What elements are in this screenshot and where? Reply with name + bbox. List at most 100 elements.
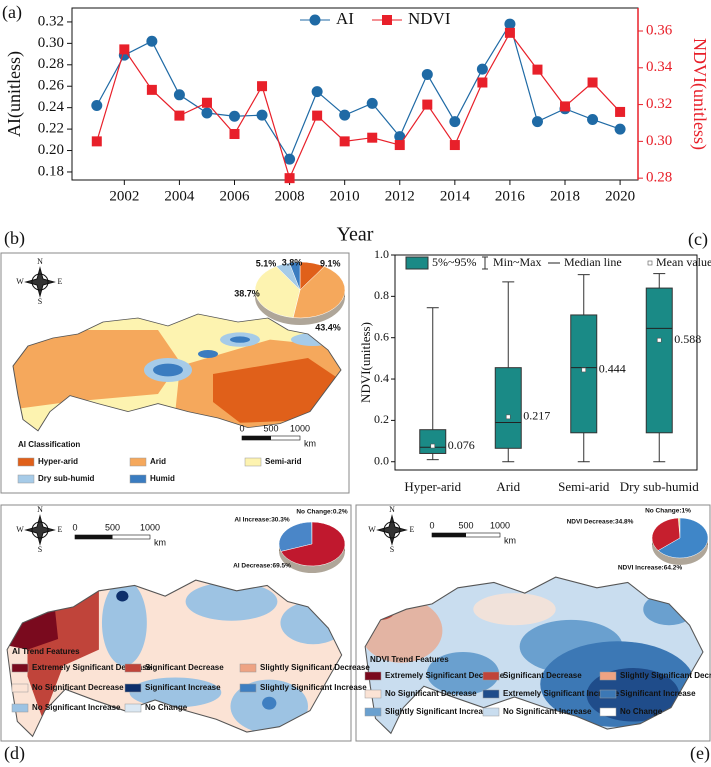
slice-label: No Change:1% bbox=[645, 508, 691, 515]
y-tick-label: 0.6 bbox=[374, 329, 389, 343]
box bbox=[645, 287, 673, 434]
panel-label: (b) bbox=[4, 228, 25, 249]
y2-tick-label: 0.32 bbox=[646, 96, 672, 112]
scale-unit: km bbox=[504, 535, 516, 545]
legend-swatch bbox=[405, 256, 429, 270]
legend-label: No Significant Increase bbox=[503, 707, 592, 716]
marker bbox=[476, 63, 488, 75]
marker bbox=[394, 140, 405, 151]
legend-label: Slightly Significant Decrease bbox=[260, 663, 370, 672]
marker bbox=[146, 84, 157, 95]
mean-marker bbox=[505, 414, 511, 420]
y-tick-label: 0.32 bbox=[38, 13, 64, 29]
legend-label: Significant Increase bbox=[145, 683, 221, 692]
compass: N S W E bbox=[16, 505, 62, 554]
legend-swatch bbox=[11, 663, 29, 673]
y-tick-label: 0.18 bbox=[38, 163, 64, 179]
marker bbox=[229, 129, 240, 140]
box bbox=[494, 367, 522, 449]
compass-ring bbox=[31, 273, 49, 291]
legend-label: No Significant Decrease bbox=[385, 689, 477, 698]
marker bbox=[339, 109, 351, 121]
scale-label: 1000 bbox=[140, 522, 160, 532]
marker bbox=[256, 109, 268, 121]
x-tick-label: 2012 bbox=[385, 188, 415, 204]
legend-label: Min~Max bbox=[493, 255, 542, 269]
compass-letter: S bbox=[38, 545, 42, 554]
compass-letter: W bbox=[16, 525, 24, 534]
marker bbox=[422, 99, 433, 110]
marker bbox=[309, 14, 321, 26]
map-area bbox=[262, 696, 277, 710]
y-tick-label: 0.0 bbox=[374, 453, 389, 467]
box bbox=[419, 429, 447, 454]
legend-swatch bbox=[482, 707, 500, 717]
compass-ring bbox=[31, 521, 49, 539]
x-tick-label: 2020 bbox=[605, 188, 635, 204]
legend-swatch bbox=[599, 707, 617, 717]
y-tick-label: 0.2 bbox=[374, 412, 389, 426]
scale-label: 0 bbox=[72, 522, 77, 532]
legend-label: NDVI bbox=[408, 9, 451, 28]
slice-label: 5.1% bbox=[256, 258, 277, 268]
panel-label: (c) bbox=[688, 229, 708, 250]
map-area bbox=[280, 601, 342, 645]
legend-label: Slightly Significant Decrease bbox=[620, 671, 711, 680]
compass: N S W E bbox=[16, 257, 62, 306]
legend-label: No Change bbox=[620, 707, 663, 716]
legend-mean bbox=[647, 260, 653, 266]
slice-label: 3.8% bbox=[282, 257, 303, 267]
y-tick-label: 0.8 bbox=[374, 288, 389, 302]
slice-label: 9.1% bbox=[320, 258, 341, 268]
marker bbox=[173, 89, 185, 101]
mean-label: 0.076 bbox=[448, 438, 475, 452]
compass-star bbox=[24, 266, 56, 298]
series-line bbox=[96, 22, 621, 161]
legend-label: Hyper-arid bbox=[38, 457, 78, 466]
series-line bbox=[96, 31, 621, 180]
panel-border bbox=[355, 504, 711, 742]
y-tick-label: 0.30 bbox=[38, 35, 64, 51]
marker bbox=[504, 18, 516, 30]
legend-label: 5%~95% bbox=[432, 255, 476, 269]
y-tick-label: 0.4 bbox=[374, 371, 389, 385]
x-tick-label: 2006 bbox=[220, 188, 251, 204]
y-tick-label: 0.24 bbox=[38, 99, 65, 115]
map-area bbox=[643, 593, 695, 626]
compass: N S W E bbox=[368, 505, 414, 554]
mean-marker bbox=[656, 337, 662, 343]
marker bbox=[119, 44, 130, 55]
panel-border bbox=[0, 252, 350, 494]
compass-letter: E bbox=[410, 525, 415, 534]
legend-swatch bbox=[129, 457, 147, 467]
map-legend: NDVI Trend Features Extremely Significant… bbox=[364, 655, 711, 717]
compass-letter: E bbox=[58, 525, 63, 534]
marker bbox=[449, 140, 460, 151]
marker bbox=[532, 64, 543, 75]
map-area bbox=[473, 593, 556, 626]
mean-label: 0.217 bbox=[523, 409, 550, 423]
marker bbox=[257, 81, 268, 92]
marker bbox=[229, 110, 241, 122]
box bbox=[570, 314, 598, 434]
map-area bbox=[365, 598, 443, 663]
marker bbox=[284, 153, 296, 165]
pie-slice bbox=[657, 517, 709, 559]
compass-letter: E bbox=[58, 277, 63, 286]
legend-label: Dry sub-humid bbox=[38, 474, 95, 483]
marker bbox=[311, 86, 323, 98]
legend-label: Slightly Significant Increase bbox=[260, 683, 367, 692]
marker bbox=[366, 97, 378, 109]
compass-letter: N bbox=[389, 505, 395, 514]
compass-star bbox=[24, 514, 56, 546]
marker bbox=[339, 136, 350, 147]
compass-letter: W bbox=[16, 277, 24, 286]
marker bbox=[421, 68, 433, 80]
map-area bbox=[426, 652, 500, 695]
x-tick-label: Arid bbox=[496, 479, 520, 494]
legend-label: Median line bbox=[564, 255, 622, 269]
x-tick-label: 2014 bbox=[440, 188, 471, 204]
map-area bbox=[101, 580, 147, 666]
legend-swatch bbox=[129, 474, 147, 484]
